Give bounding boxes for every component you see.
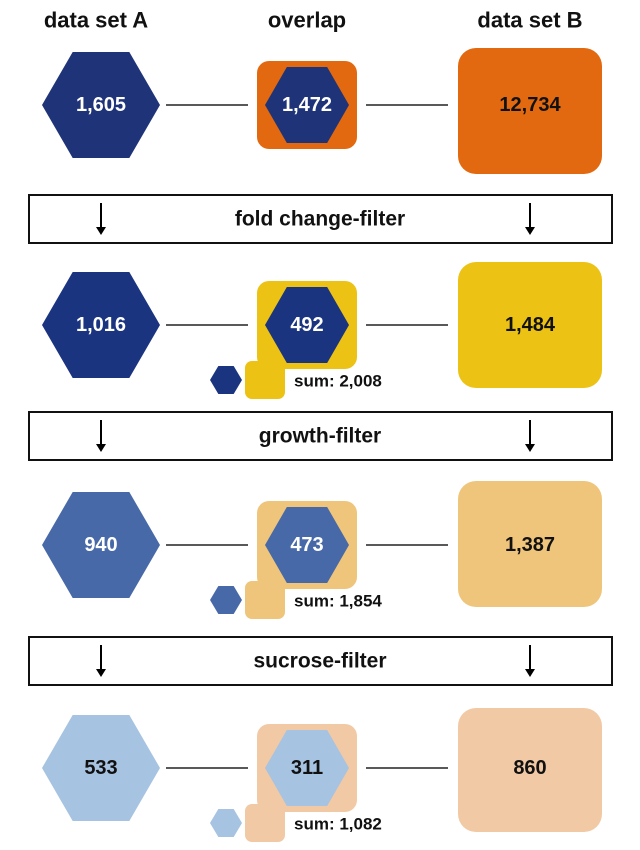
data-set-a-count: 1,016 — [76, 314, 126, 336]
data-set-a-count: 533 — [84, 757, 117, 779]
overlap-count: 473 — [290, 534, 323, 556]
down-arrow-icon — [525, 203, 535, 235]
header-overlap: overlap — [268, 8, 346, 33]
overlap-count: 492 — [290, 314, 323, 336]
data-set-b-count: 860 — [513, 757, 546, 779]
data-set-a-count: 1,605 — [76, 94, 126, 116]
data-set-b-count: 12,734 — [499, 94, 561, 116]
down-arrow-icon — [96, 645, 106, 677]
overlap-count: 1,472 — [282, 94, 332, 116]
data-set-a-hexagon — [42, 272, 160, 378]
filter-label: growth-filter — [259, 425, 381, 448]
sum-square-icon — [245, 581, 285, 619]
filter-box-frame — [28, 636, 613, 686]
filter-box-frame — [28, 411, 613, 461]
stage-4 — [42, 708, 602, 842]
down-arrow-icon — [96, 420, 106, 452]
overlap-hexagon — [265, 507, 349, 583]
sum-square-icon — [245, 361, 285, 399]
overlap-hexagon — [265, 67, 349, 143]
filter-box-3 — [28, 636, 613, 686]
sum-hexagon-icon — [210, 586, 242, 614]
filter-box-1 — [28, 194, 613, 244]
overlap-count: 311 — [291, 757, 323, 779]
filter-label: sucrose-filter — [253, 650, 386, 673]
data-set-a-hexagon — [42, 52, 160, 158]
sum-label: sum: 1,854 — [294, 592, 382, 611]
filter-box-2 — [28, 411, 613, 461]
data-set-b-square — [458, 481, 602, 607]
data-set-b-count: 1,484 — [505, 314, 556, 336]
data-set-a-count: 940 — [84, 534, 117, 556]
down-arrow-icon — [96, 203, 106, 235]
filter-label: fold change-filter — [235, 208, 405, 231]
filter-box-frame — [28, 194, 613, 244]
sum-label: sum: 2,008 — [294, 372, 382, 391]
data-set-b-square — [458, 48, 602, 174]
data-set-b-square — [458, 708, 602, 832]
down-arrow-icon — [525, 645, 535, 677]
header-data-set-b: data set B — [477, 8, 582, 33]
stage-2 — [42, 262, 602, 399]
sum-hexagon-icon — [210, 809, 242, 837]
data-set-b-count: 1,387 — [505, 534, 555, 556]
data-set-a-hexagon — [42, 715, 160, 821]
data-set-b-square — [458, 262, 602, 388]
overlap-hexagon — [265, 730, 349, 806]
header-data-set-a: data set A — [44, 8, 148, 33]
down-arrow-icon — [525, 420, 535, 452]
stage-3 — [42, 481, 602, 619]
stage-1 — [42, 48, 602, 174]
sum-label: sum: 1,082 — [294, 815, 382, 834]
sum-square-icon — [245, 804, 285, 842]
data-set-a-hexagon — [42, 492, 160, 598]
sum-hexagon-icon — [210, 366, 242, 394]
overlap-hexagon — [265, 287, 349, 363]
